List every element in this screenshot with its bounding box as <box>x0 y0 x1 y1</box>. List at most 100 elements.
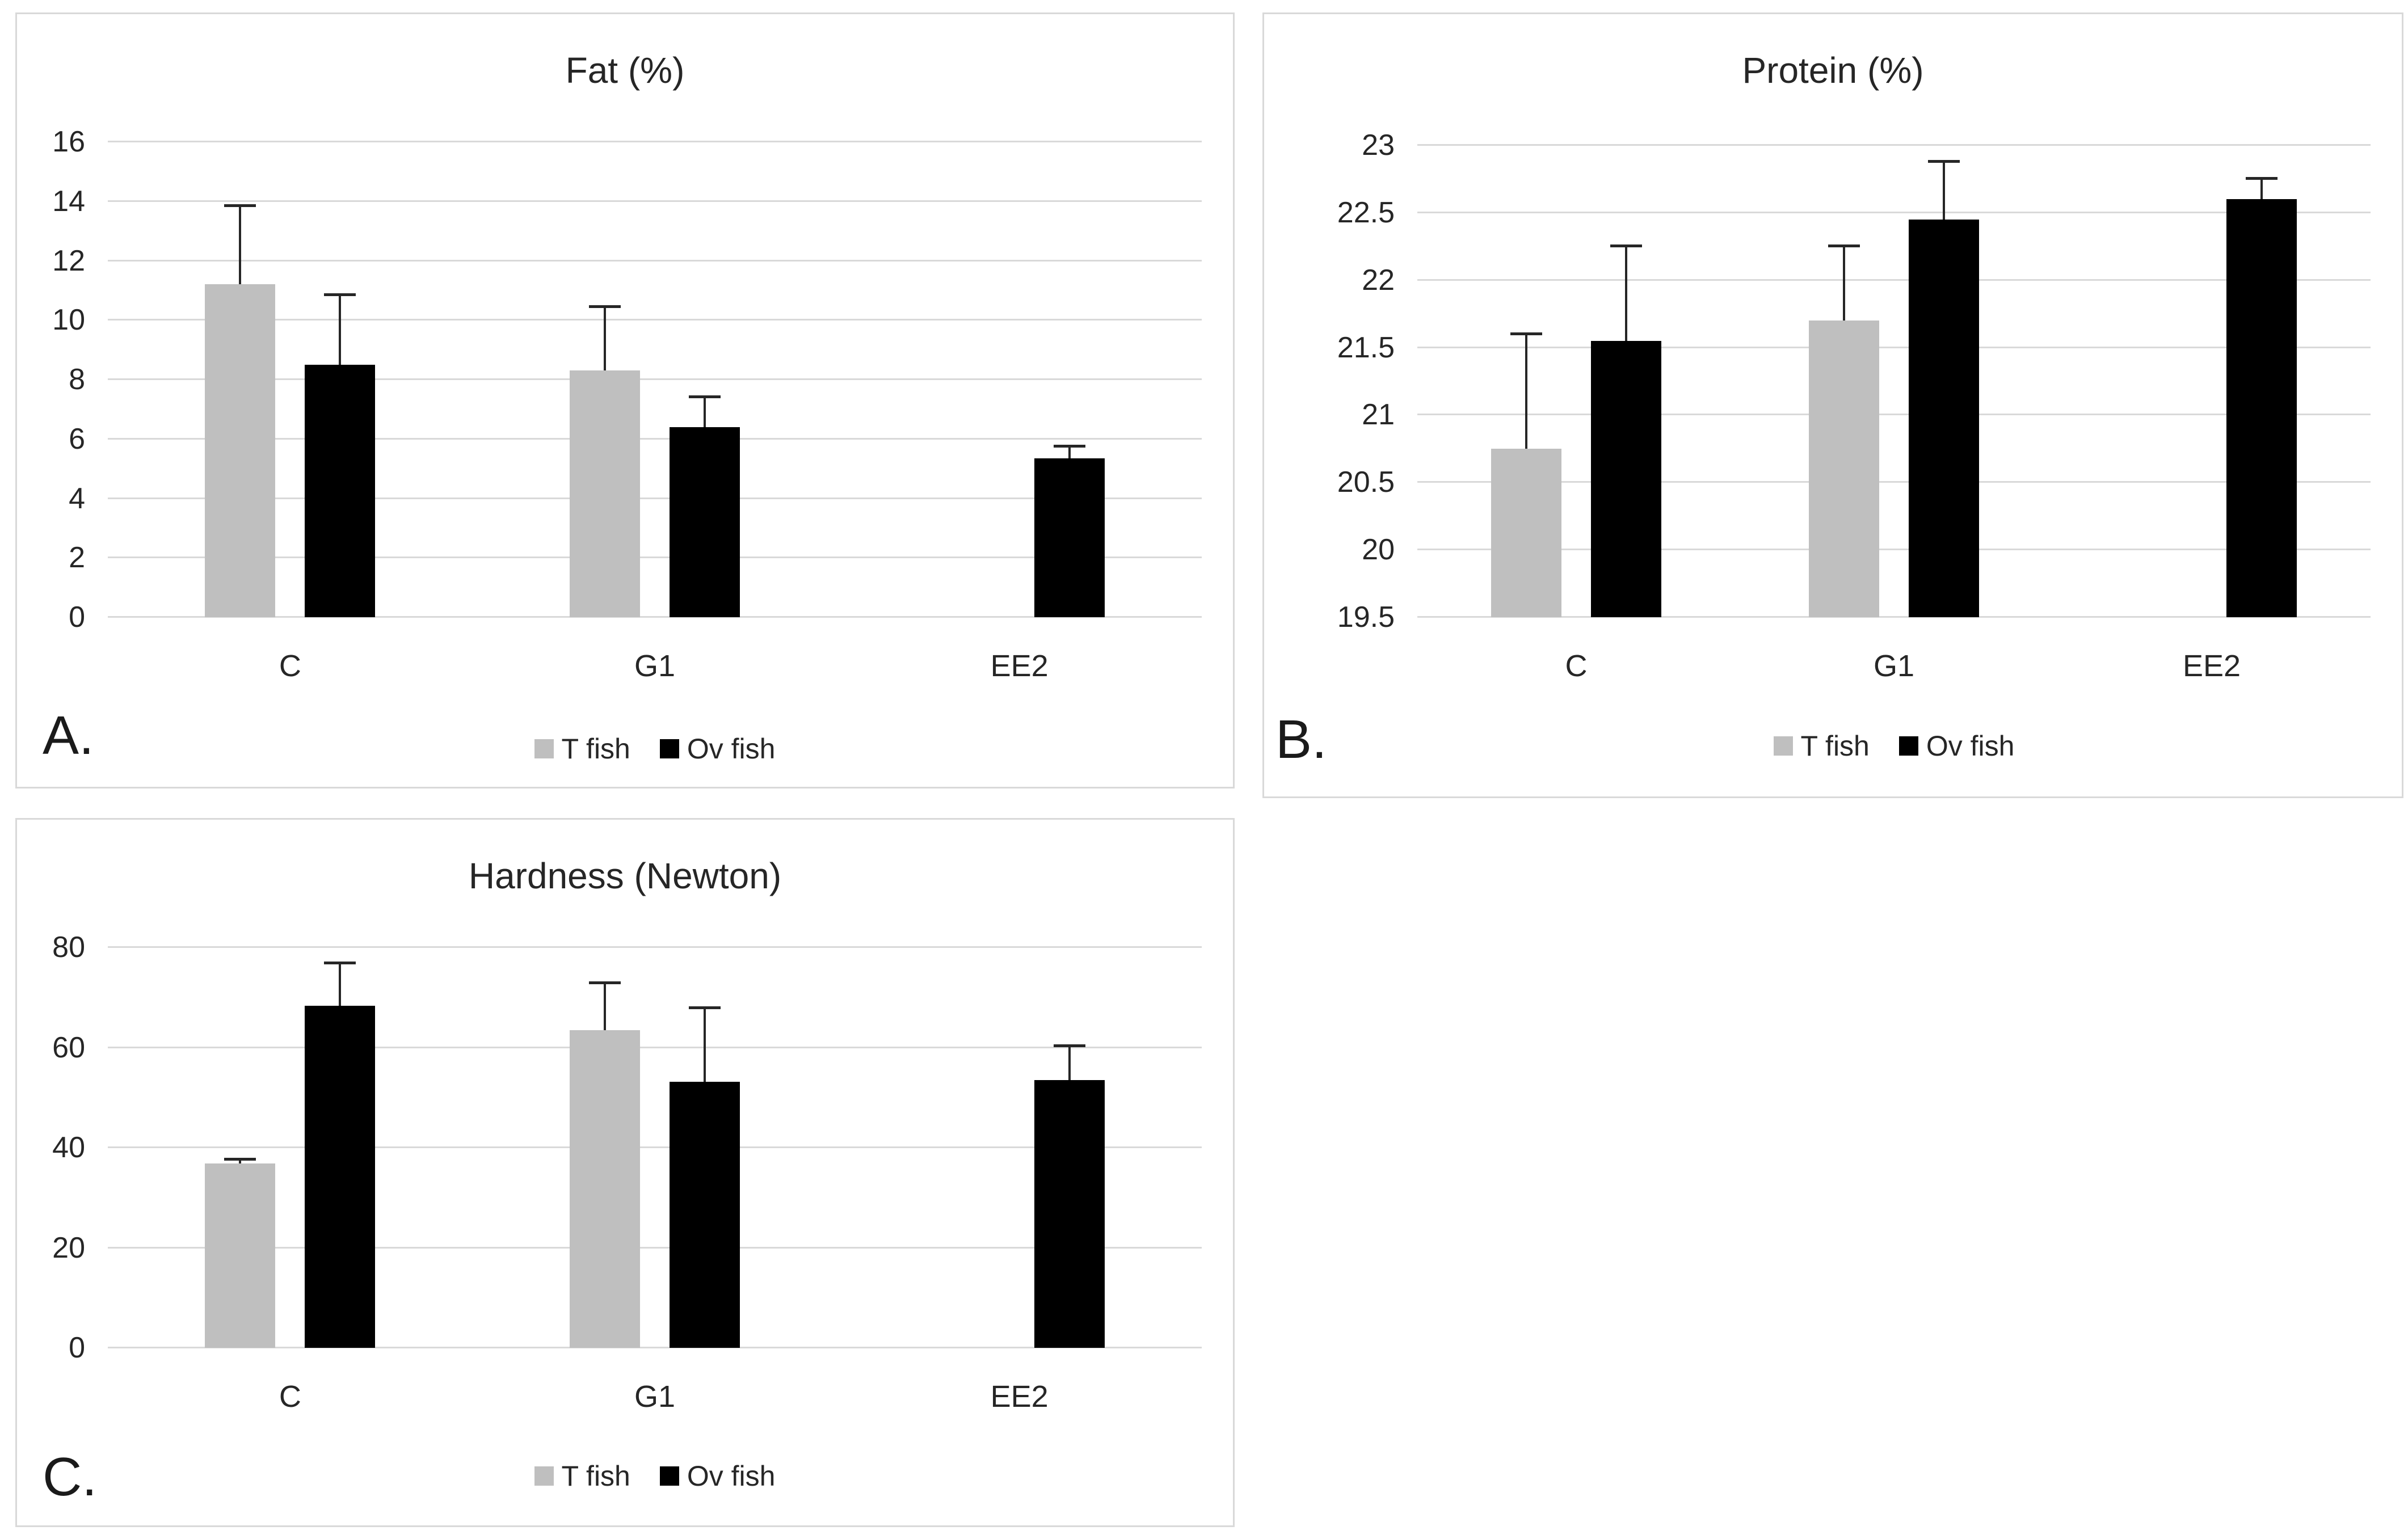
error-bar-cap <box>324 962 356 965</box>
error-bar-cap <box>589 981 621 984</box>
gridline <box>108 141 1202 142</box>
chart-panel-fat: Fat (%) 0 2 4 6 8 10 12 14 16 C G1 EE2 T fish Ov fis… <box>15 12 1235 789</box>
plot-area-protein: 19.5 20 20.5 21 21.5 22 22.5 23 C G1 EE2 <box>1337 129 2371 683</box>
legend-swatch-ov-fish <box>1898 736 1918 756</box>
bar-ov-fish-g1 <box>670 1081 740 1348</box>
gridline <box>1417 616 2371 618</box>
panel-label-c: C. <box>43 1447 97 1507</box>
gridline <box>108 437 1202 440</box>
legend-item-t-fish: T fish <box>534 732 630 765</box>
chart-panel-hardness: Hardness (Newton) 0 20 40 60 80 C G1 EE2 T fish… <box>15 818 1235 1527</box>
bar-ov-fish-c <box>1591 340 1661 617</box>
x-category-label-c: C <box>279 1380 301 1414</box>
legend-fat: T fish Ov fish <box>108 732 1202 765</box>
y-tick-label: 20 <box>1362 533 1395 567</box>
legend-label-ov-fish: Ov fish <box>687 1460 776 1492</box>
y-tick-label: 21.5 <box>1337 331 1395 364</box>
y-tick-label: 20.5 <box>1337 466 1395 499</box>
bar-t-fish-g1 <box>570 1030 640 1348</box>
y-tick-label: 40 <box>52 1131 85 1164</box>
legend-item-ov-fish: Ov fish <box>1898 730 2014 762</box>
gridline <box>108 1246 1202 1249</box>
legend-item-ov-fish: Ov fish <box>659 1460 776 1492</box>
y-tick-label: 20 <box>52 1231 85 1264</box>
bar-ov-fish-ee2 <box>2226 199 2297 617</box>
gridline <box>108 616 1202 618</box>
error-bar-cap <box>2246 177 2278 180</box>
error-bar-line <box>339 294 342 365</box>
error-bar-cap <box>1828 244 1860 248</box>
chart-title-protein: Protein (%) <box>1742 50 1924 91</box>
error-bar-line <box>704 397 706 427</box>
error-bar-cap <box>1053 444 1085 448</box>
y-tick-label: 8 <box>69 363 85 396</box>
gridline <box>1417 549 2371 551</box>
error-bar-line <box>604 306 606 371</box>
error-bar-line <box>1843 246 1845 321</box>
gridline <box>1417 414 2371 416</box>
y-tick-label: 12 <box>52 244 85 277</box>
chart-title-fat: Fat (%) <box>565 50 685 91</box>
bar-ov-fish-g1 <box>1909 219 1979 617</box>
bar-t-fish-g1 <box>1809 321 1879 617</box>
gridline <box>1417 211 2371 213</box>
legend-swatch-t-fish <box>534 1466 554 1486</box>
y-tick-label: 60 <box>52 1031 85 1064</box>
x-category-label-ee2: EE2 <box>2182 649 2241 683</box>
bar-t-fish-g1 <box>570 370 640 617</box>
chart-panel-protein: Protein (%) 19.5 20 20.5 21 21.5 22 22.5 23 C G1 E… <box>1262 12 2403 798</box>
error-bar-cap <box>1928 159 1960 163</box>
plot-area-hardness: 0 20 40 60 80 C G1 EE2 <box>52 931 1202 1414</box>
bar-ov-fish-ee2 <box>1034 1080 1105 1348</box>
x-category-label-g1: G1 <box>634 649 676 683</box>
bar-t-fish-c <box>205 284 276 617</box>
x-category-label-c: C <box>279 649 301 683</box>
y-tick-label: 23 <box>1362 129 1395 162</box>
error-bar-line <box>604 983 606 1030</box>
error-bar-line <box>1525 334 1527 449</box>
y-tick-label: 14 <box>52 184 85 218</box>
y-tick-label: 19.5 <box>1337 601 1395 634</box>
legend-item-ov-fish: Ov fish <box>659 732 775 765</box>
error-bar-line <box>1625 246 1627 341</box>
error-bar-cap <box>689 395 721 399</box>
error-bar-cap <box>324 293 356 296</box>
legend-hardness: T fish Ov fish <box>108 1460 1202 1492</box>
error-bar-line <box>2260 179 2263 200</box>
panel-label-a: A. <box>43 705 94 766</box>
bar-t-fish-c <box>1491 448 1561 617</box>
x-category-label-g1: G1 <box>634 1380 676 1414</box>
legend-swatch-t-fish <box>534 739 554 758</box>
gridline <box>108 200 1202 202</box>
legend-protein: T fish Ov fish <box>1417 730 2371 762</box>
error-bar-cap <box>1610 244 1642 248</box>
y-tick-label: 80 <box>52 931 85 964</box>
gridline <box>108 1146 1202 1148</box>
legend-swatch-t-fish <box>1773 736 1793 756</box>
error-bar-line <box>239 205 242 285</box>
y-tick-label: 6 <box>69 422 85 456</box>
legend-label-t-fish: T fish <box>1800 730 1870 762</box>
error-bar-line <box>704 1007 706 1082</box>
error-bar-cap <box>224 204 256 207</box>
gridline <box>108 378 1202 380</box>
gridline <box>1417 279 2371 281</box>
gridline <box>108 1046 1202 1048</box>
gridline <box>1417 481 2371 483</box>
x-category-label-ee2: EE2 <box>990 1380 1049 1414</box>
y-tick-label: 16 <box>52 125 85 158</box>
y-tick-label: 0 <box>69 1331 85 1364</box>
error-bar-line <box>1068 446 1071 458</box>
x-category-label-c: C <box>1565 649 1588 683</box>
y-tick-label: 22 <box>1362 263 1395 297</box>
gridline <box>108 1347 1202 1348</box>
y-tick-label: 10 <box>52 303 85 337</box>
gridline <box>108 259 1202 262</box>
error-bar-cap <box>589 305 621 308</box>
legend-swatch-ov-fish <box>659 739 679 758</box>
error-bar-line <box>1943 161 1945 220</box>
error-bar-line <box>339 963 342 1006</box>
bar-ov-fish-ee2 <box>1034 458 1105 617</box>
y-tick-label: 2 <box>69 541 85 575</box>
